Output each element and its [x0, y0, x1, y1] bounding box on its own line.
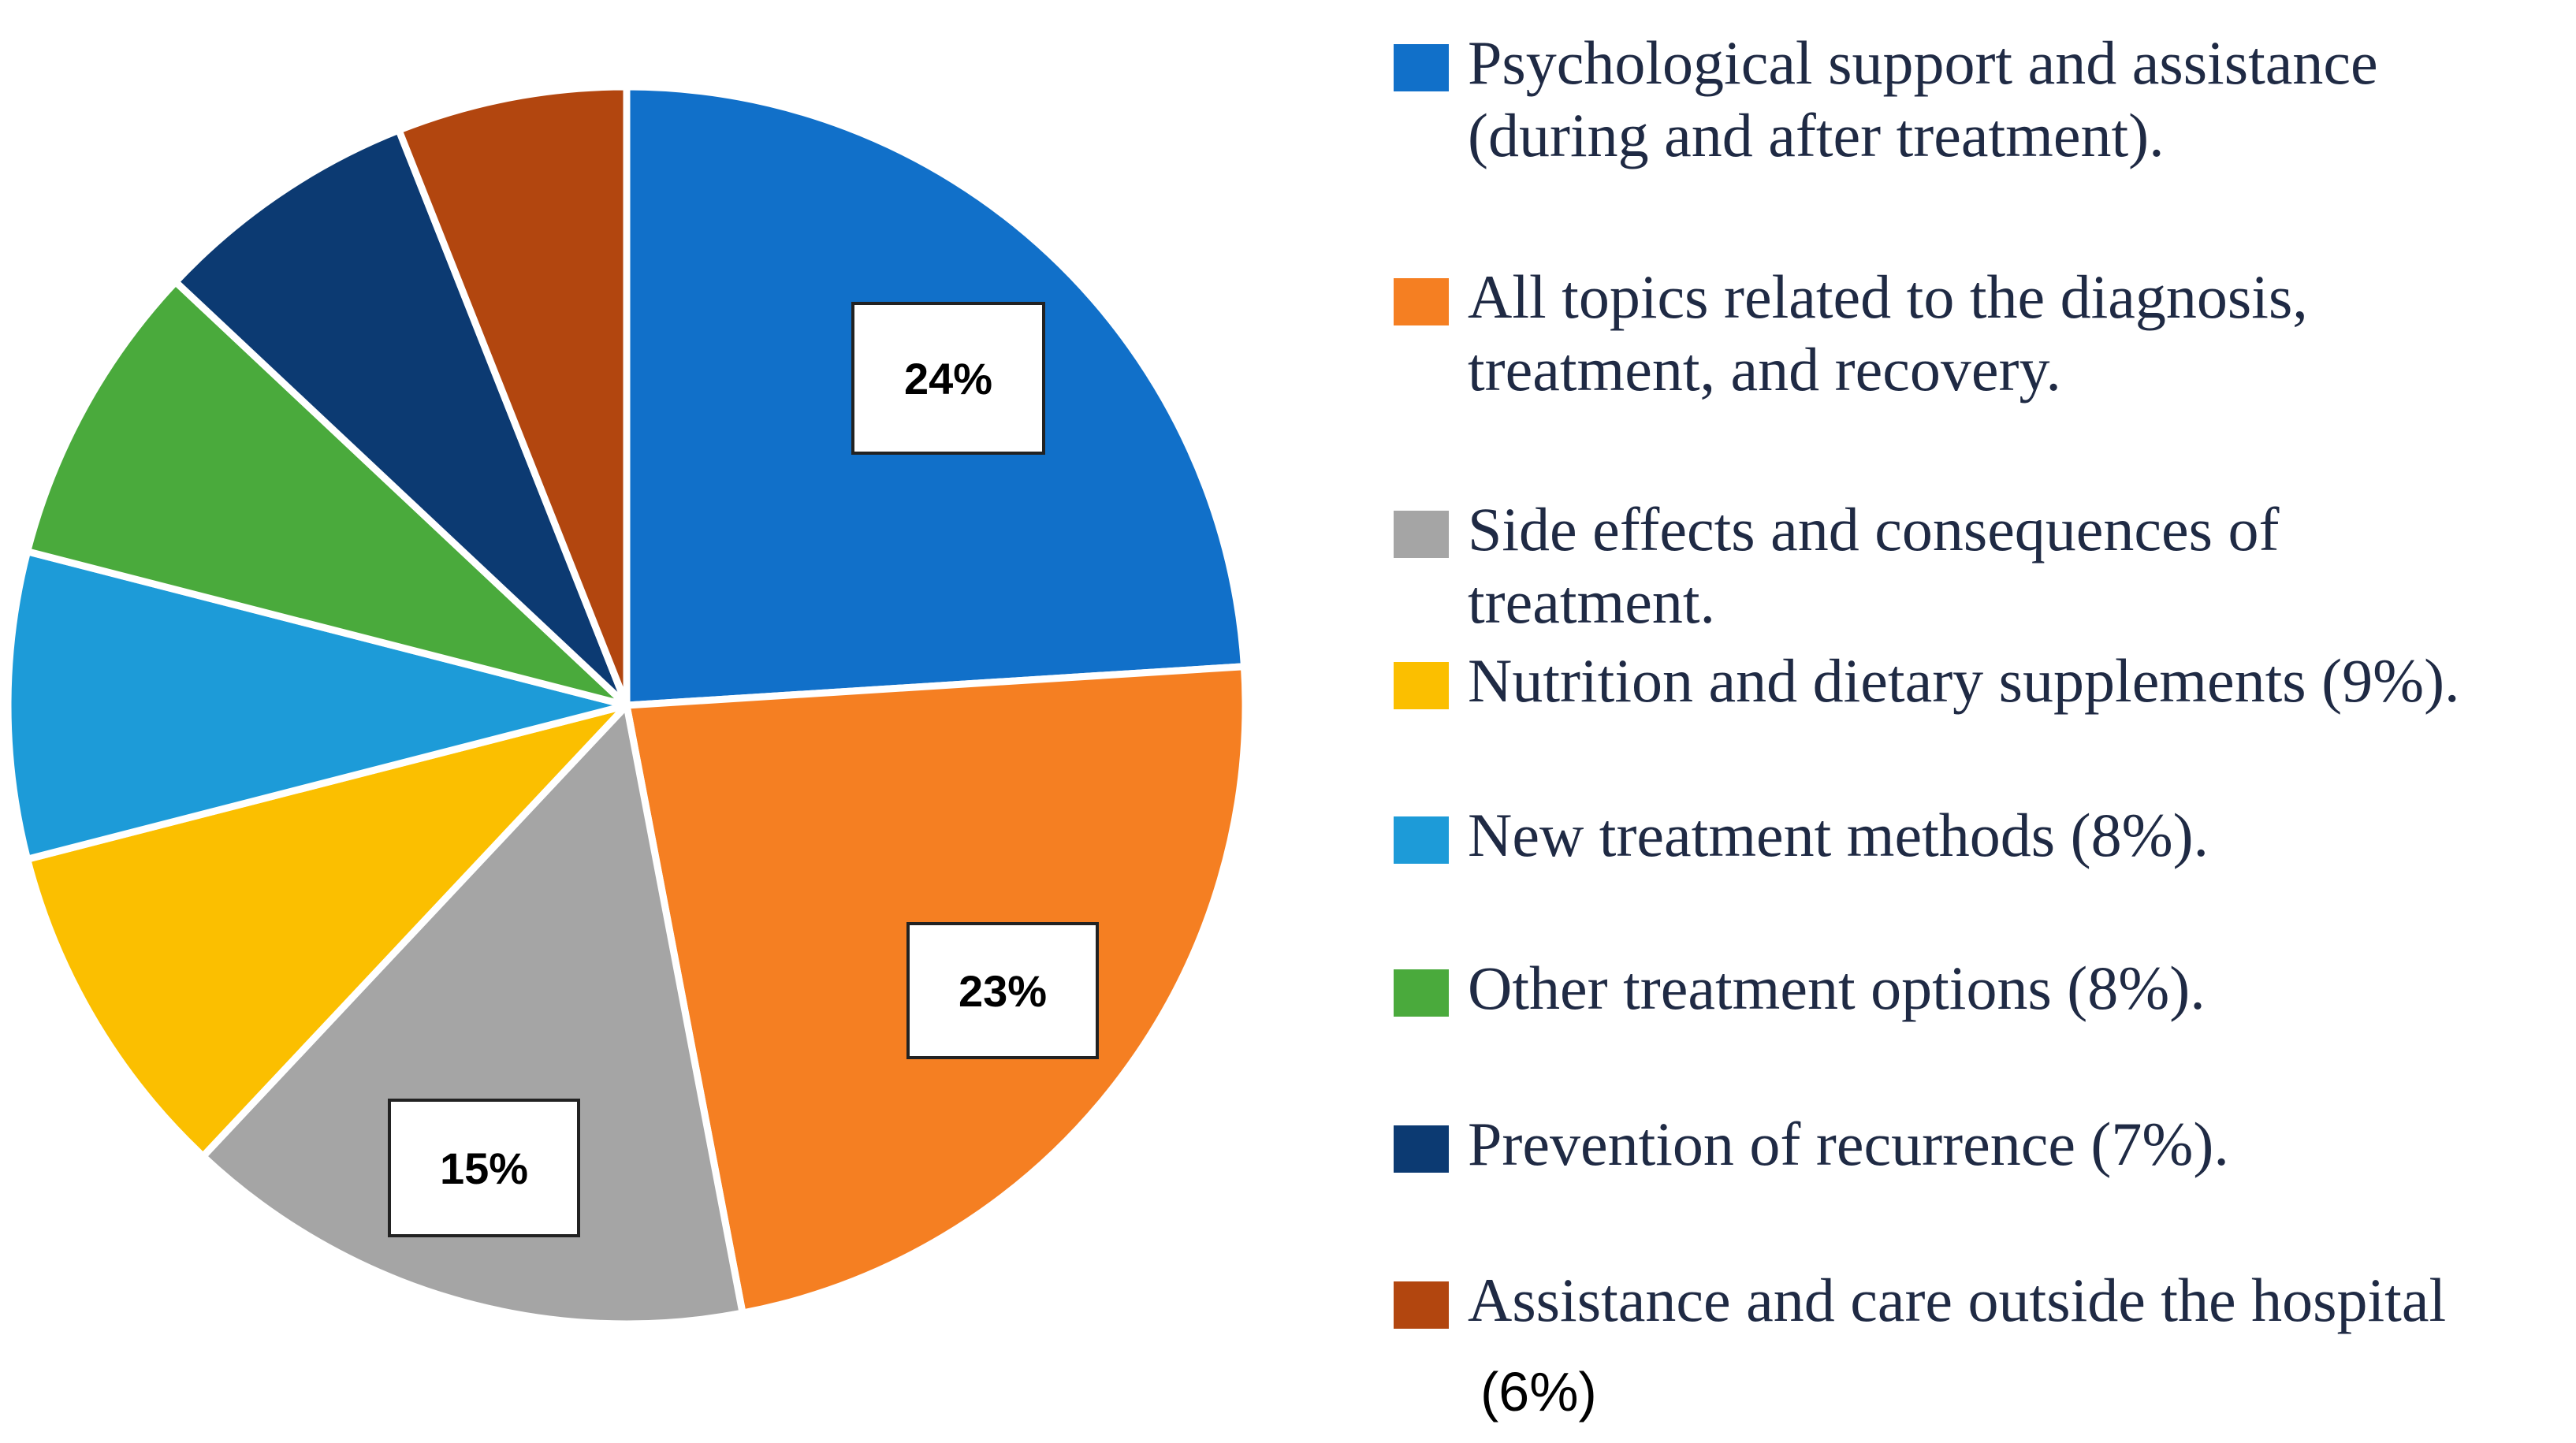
legend-item-1: Psychological support and assistance(dur…: [1394, 28, 2378, 169]
pie-slice-5: [4, 548, 631, 863]
data-label-2: 23%: [906, 922, 1099, 1059]
legend-label-line: (during and after treatment).: [1468, 101, 2165, 169]
pie-slice-7: [172, 126, 631, 709]
data-label-box: [906, 922, 1099, 1059]
legend-label-line: Prevention of recurrence (7%).: [1468, 1110, 2229, 1178]
data-label-3: 15%: [388, 1099, 580, 1237]
legend-label-line: Assistance and care outside the hospital: [1468, 1266, 2446, 1334]
legend-label-line: Psychological support and assistance: [1468, 28, 2378, 97]
legend-swatch: [1394, 511, 1449, 558]
legend-label-line: Side effects and consequences of: [1468, 495, 2280, 563]
legend-item-7: Prevention of recurrence (7%).: [1394, 1110, 2229, 1178]
legend-swatch: [1394, 1281, 1449, 1329]
legend-item-3: Side effects and consequences oftreatmen…: [1394, 495, 2280, 636]
legend-label-line: Other treatment options (8%).: [1468, 954, 2206, 1022]
data-label-text: 15%: [440, 1144, 528, 1193]
pie-data-labels: 24% 23% 15%: [388, 302, 1099, 1237]
legend-item-4: Nutrition and dietary supplements (9%).: [1394, 646, 2460, 715]
data-label-text: 24%: [904, 354, 992, 404]
legend-item-5: New treatment methods (8%).: [1394, 801, 2209, 869]
legend-swatch: [1394, 662, 1449, 709]
legend-item-2: All topics related to the diagnosis,trea…: [1394, 262, 2308, 404]
data-label-1: 24%: [851, 302, 1045, 455]
pie-slice-6: [24, 278, 631, 709]
legend-swatch: [1394, 44, 1449, 91]
data-label-box: [851, 302, 1045, 455]
legend-swatch: [1394, 278, 1449, 325]
data-label-box: [388, 1099, 580, 1237]
legend-swatch: [1394, 816, 1449, 864]
legend-label-line: treatment.: [1468, 567, 1715, 636]
pie-slice-8: [395, 83, 631, 709]
legend-label-line: All topics related to the diagnosis,: [1468, 262, 2308, 331]
legend-item-8: Assistance and care outside the hospital: [1394, 1266, 2446, 1334]
legend: Psychological support and assistance(dur…: [1394, 28, 2460, 1423]
legend-item-6: Other treatment options (8%).: [1394, 954, 2206, 1022]
legend-label-line: New treatment methods (8%).: [1468, 801, 2209, 869]
pie-slice-4: [24, 701, 631, 1160]
legend-swatch: [1394, 969, 1449, 1017]
pie-slices: [4, 83, 1249, 1328]
legend-label-line: treatment, and recovery.: [1468, 335, 2061, 404]
legend-extra-percent: (6%): [1480, 1361, 1597, 1423]
pie-slice-3: [199, 701, 746, 1328]
legend-label-line: Nutrition and dietary supplements (9%).: [1468, 646, 2460, 715]
data-label-text: 23%: [959, 966, 1047, 1016]
legend-swatch: [1394, 1125, 1449, 1173]
